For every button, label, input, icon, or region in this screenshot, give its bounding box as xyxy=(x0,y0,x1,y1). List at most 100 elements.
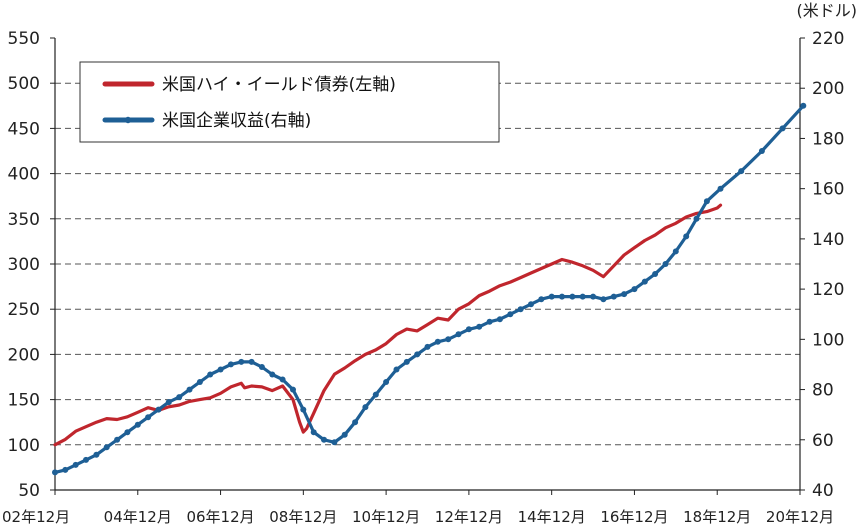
earnings-point xyxy=(738,168,745,175)
earnings-point xyxy=(496,316,503,323)
x-tick-label: 16年12月 xyxy=(600,508,668,526)
earnings-point xyxy=(538,296,545,303)
left-tick-label: 50 xyxy=(18,481,40,501)
earnings-point xyxy=(155,406,162,413)
earnings-point xyxy=(569,293,576,300)
earnings-point xyxy=(279,376,286,383)
earnings-point xyxy=(445,336,452,343)
left-tick-label: 150 xyxy=(8,391,40,411)
x-tick-label: 18年12月 xyxy=(683,508,751,526)
earnings-point xyxy=(145,414,152,421)
earnings-point xyxy=(559,293,565,300)
earnings-point xyxy=(507,311,514,318)
earnings-point xyxy=(693,215,700,222)
earnings-point xyxy=(186,386,193,393)
x-tick-label: 10年12月 xyxy=(352,508,420,526)
x-tick-label: 20年12月 xyxy=(766,508,834,526)
earnings-point xyxy=(672,248,679,255)
earnings-point xyxy=(424,343,431,350)
right-tick-label: 80 xyxy=(812,381,834,401)
x-axis-ticks: 02年12月 04年12月 06年12月 08年12月 10年12月 12年12月 14年1… xyxy=(2,490,834,526)
earnings-point xyxy=(134,421,141,428)
earnings-point xyxy=(465,326,472,333)
right-tick-label: 40 xyxy=(812,481,834,501)
earnings-point xyxy=(93,451,100,458)
series-line-earnings xyxy=(53,104,805,474)
earnings-point xyxy=(290,386,296,393)
earnings-point xyxy=(579,293,586,300)
right-tick-label: 120 xyxy=(812,280,844,300)
series-lines xyxy=(52,102,807,476)
right-tick-label: 200 xyxy=(812,79,844,99)
earnings-point xyxy=(434,338,441,345)
earnings-point xyxy=(717,185,724,192)
earnings-point xyxy=(341,431,348,438)
left-axis-ticks: 550 500 450 400 350 300 250 200 150 100 50 xyxy=(8,29,55,501)
earnings-point xyxy=(641,278,648,285)
earnings-point xyxy=(703,198,710,205)
earnings-point xyxy=(114,436,121,443)
legend-marker-earnings xyxy=(124,116,132,124)
earnings-point xyxy=(414,351,421,358)
earnings-point xyxy=(310,429,317,436)
earnings-point xyxy=(352,419,359,426)
earnings-point xyxy=(196,379,203,385)
x-tick-label: 14年12月 xyxy=(518,508,586,526)
earnings-point xyxy=(631,286,638,293)
earnings-point xyxy=(372,391,379,398)
left-tick-label: 400 xyxy=(8,165,40,185)
x-tick-label: 08年12月 xyxy=(269,508,337,526)
earnings-point xyxy=(300,406,307,413)
right-tick-label: 220 xyxy=(812,29,844,49)
legend-label-earnings: 米国企業収益(右軸) xyxy=(162,111,311,131)
x-tick-label: 04年12月 xyxy=(104,508,172,526)
earnings-point xyxy=(476,323,483,330)
earnings-point xyxy=(52,469,58,476)
right-tick-label: 60 xyxy=(812,431,834,451)
left-tick-label: 300 xyxy=(8,255,40,275)
right-axis-unit: (米ドル) xyxy=(797,1,858,20)
earnings-point xyxy=(610,293,617,300)
earnings-point xyxy=(165,399,172,406)
earnings-point xyxy=(362,404,369,411)
earnings-point xyxy=(683,233,690,240)
x-tick-label: 06年12月 xyxy=(186,508,254,526)
earnings-point xyxy=(652,271,659,277)
left-tick-label: 500 xyxy=(8,74,40,94)
left-tick-label: 200 xyxy=(8,345,40,365)
earnings-point xyxy=(176,394,183,401)
earnings-point xyxy=(321,436,327,443)
earnings-point xyxy=(62,466,69,473)
right-tick-label: 140 xyxy=(812,230,844,250)
earnings-point xyxy=(72,461,79,468)
legend-box xyxy=(79,61,500,143)
earnings-point xyxy=(800,102,807,109)
left-tick-label: 550 xyxy=(8,29,40,49)
earnings-point xyxy=(528,301,534,308)
x-tick-label: 02年12月 xyxy=(2,508,70,526)
earnings-point xyxy=(258,364,265,370)
earnings-point xyxy=(124,429,131,436)
earnings-point xyxy=(83,456,89,463)
x-tick-label: 12年12月 xyxy=(435,508,503,526)
earnings-point xyxy=(590,293,597,300)
right-tick-label: 180 xyxy=(812,129,844,149)
earnings-point xyxy=(548,293,555,300)
legend-label-high-yield: 米国ハイ・イールド債券(左軸) xyxy=(162,75,396,95)
earnings-point xyxy=(758,148,765,154)
earnings-point xyxy=(227,361,234,368)
earnings-point xyxy=(103,444,110,451)
earnings-point xyxy=(486,318,493,325)
earnings-point xyxy=(238,358,245,365)
earnings-point xyxy=(621,291,628,298)
earnings-point xyxy=(455,331,462,338)
earnings-point xyxy=(403,358,410,365)
earnings-point xyxy=(662,261,669,267)
right-tick-label: 160 xyxy=(812,180,844,200)
series-line-high-yield xyxy=(53,203,723,447)
left-tick-label: 100 xyxy=(8,436,40,456)
earnings-point xyxy=(517,306,524,313)
earnings-point xyxy=(331,439,338,446)
right-tick-label: 100 xyxy=(812,330,844,350)
